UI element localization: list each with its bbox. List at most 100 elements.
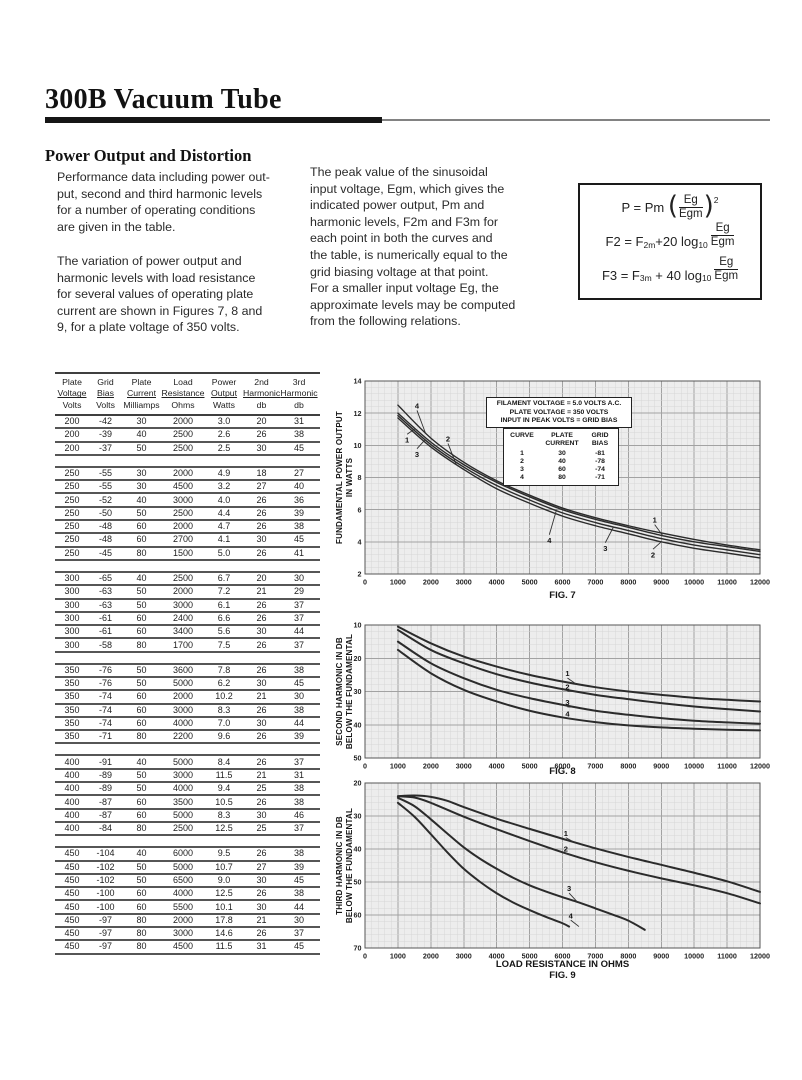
table-cell: 4000 xyxy=(172,888,194,899)
table-cell: -97 xyxy=(98,941,112,952)
legend-cell: -78 xyxy=(595,458,605,465)
table-cell: 12.5 xyxy=(215,823,233,834)
table-cell: 37 xyxy=(293,639,304,650)
table-cell: 26 xyxy=(256,928,267,939)
table-cell: 2500 xyxy=(172,573,194,584)
table-cell: 50 xyxy=(136,664,147,675)
table-cell: 27 xyxy=(256,861,267,872)
table-row: 450 -102 50 6500 9.0 30 45 xyxy=(55,875,320,889)
svg-text:6: 6 xyxy=(358,505,362,514)
table-cell: 400 xyxy=(64,796,80,807)
table-cell: 26 xyxy=(256,664,267,675)
table-cell: 12.5 xyxy=(215,888,233,899)
svg-text:3: 3 xyxy=(565,698,569,707)
table-cell: 450 xyxy=(64,888,80,899)
table-cell: -87 xyxy=(98,809,112,820)
table-cell: 20 xyxy=(256,416,267,427)
table-cell: 38 xyxy=(293,888,304,899)
table-cell: -74 xyxy=(98,718,112,729)
svg-text:9000: 9000 xyxy=(653,952,669,961)
legend-cell: 3 xyxy=(520,466,524,473)
table-cell: 21 xyxy=(256,769,267,780)
svg-text:1: 1 xyxy=(405,435,409,444)
table-cell: 21 xyxy=(256,691,267,702)
table-cell: 2.6 xyxy=(217,429,231,440)
table-group-gap xyxy=(55,456,320,468)
table-cell: -97 xyxy=(98,928,112,939)
section-heading: Power Output and Distortion xyxy=(45,146,252,165)
subscript: 3m xyxy=(639,273,652,284)
table-cell: 6000 xyxy=(172,848,194,859)
table-cell: 60 xyxy=(136,704,147,715)
table-header-cell: Power Output Watts xyxy=(210,377,238,410)
fig7-legend-conditions: FILAMENT VOLTAGE = 5.0 VOLTS A.C. PLATE … xyxy=(486,397,632,428)
legend-cell: -74 xyxy=(595,466,605,473)
table-cell: -42 xyxy=(98,416,112,427)
svg-text:50: 50 xyxy=(354,754,362,763)
legend-cell: 40 xyxy=(558,458,566,465)
table-cell: 44 xyxy=(293,626,304,637)
table-cell: 37 xyxy=(293,599,304,610)
svg-text:70: 70 xyxy=(354,944,362,953)
table-row: 250 -48 60 2000 4.7 26 38 xyxy=(55,521,320,535)
table-cell: 300 xyxy=(64,626,80,637)
legend-cell: -71 xyxy=(595,474,605,481)
table-cell: 8.4 xyxy=(217,756,231,767)
table-cell: 400 xyxy=(64,783,80,794)
table-cell: 4.1 xyxy=(217,534,231,545)
table-cell: 450 xyxy=(64,901,80,912)
table-cell: 7.5 xyxy=(217,639,231,650)
table-cell: 400 xyxy=(64,756,80,767)
table-cell: 5.6 xyxy=(217,626,231,637)
table-cell: 80 xyxy=(136,639,147,650)
table-cell: 37 xyxy=(293,823,304,834)
table-cell: 30 xyxy=(136,481,147,492)
svg-text:7000: 7000 xyxy=(587,578,603,587)
table-cell: 39 xyxy=(293,731,304,742)
table-cell: 50 xyxy=(136,861,147,872)
svg-text:3000: 3000 xyxy=(456,952,472,961)
table-cell: 25 xyxy=(256,783,267,794)
table-cell: -76 xyxy=(98,678,112,689)
subscript: 10 xyxy=(698,239,708,250)
table-cell: 350 xyxy=(64,678,80,689)
table-cell: 300 xyxy=(64,612,80,623)
table-cell: -71 xyxy=(98,731,112,742)
svg-text:2: 2 xyxy=(564,844,568,853)
table-cell: 30 xyxy=(256,809,267,820)
table-row: 250 -55 30 4500 3.2 27 40 xyxy=(55,481,320,495)
legend-header: CURVE PLATE CURRENT GRID BIAS xyxy=(504,432,618,447)
svg-text:10000: 10000 xyxy=(684,952,704,961)
table-cell: -91 xyxy=(98,756,112,767)
svg-text:2: 2 xyxy=(651,550,655,559)
svg-text:20: 20 xyxy=(354,654,362,663)
table-cell: 50 xyxy=(136,442,147,453)
table-cell: 38 xyxy=(293,783,304,794)
table-cell: 30 xyxy=(256,678,267,689)
formula-f2: F2 = F 2m +20 log 10 Eg Egm xyxy=(586,222,754,255)
svg-text:11000: 11000 xyxy=(717,762,737,771)
table-row: 300 -58 80 1700 7.5 26 37 xyxy=(55,639,320,653)
svg-text:10000: 10000 xyxy=(684,578,704,587)
table-cell: 5000 xyxy=(172,678,194,689)
table-cell: -104 xyxy=(96,848,115,859)
table-cell: 30 xyxy=(256,901,267,912)
fig7-legend-table: CURVE PLATE CURRENT GRID BIAS 1 30 -81 2 40 -78 3 60… xyxy=(503,428,619,486)
table-cell: 5000 xyxy=(172,809,194,820)
table-cell: 60 xyxy=(136,626,147,637)
table-row: 250 -52 40 3000 4.0 26 36 xyxy=(55,494,320,508)
svg-text:40: 40 xyxy=(354,845,362,854)
svg-text:2000: 2000 xyxy=(423,578,439,587)
table-cell: 2500 xyxy=(172,823,194,834)
table-cell: 10.2 xyxy=(215,691,233,702)
table-cell: 200 xyxy=(64,429,80,440)
table-cell: 3000 xyxy=(172,704,194,715)
table-cell: 4000 xyxy=(172,718,194,729)
svg-text:20: 20 xyxy=(354,779,362,788)
table-cell: 10.5 xyxy=(215,796,233,807)
table-group-gap xyxy=(55,653,320,665)
table-cell: 4500 xyxy=(172,941,194,952)
title-rule-thick xyxy=(45,117,382,123)
table-row: 450 -97 80 4500 11.5 31 45 xyxy=(55,941,320,955)
